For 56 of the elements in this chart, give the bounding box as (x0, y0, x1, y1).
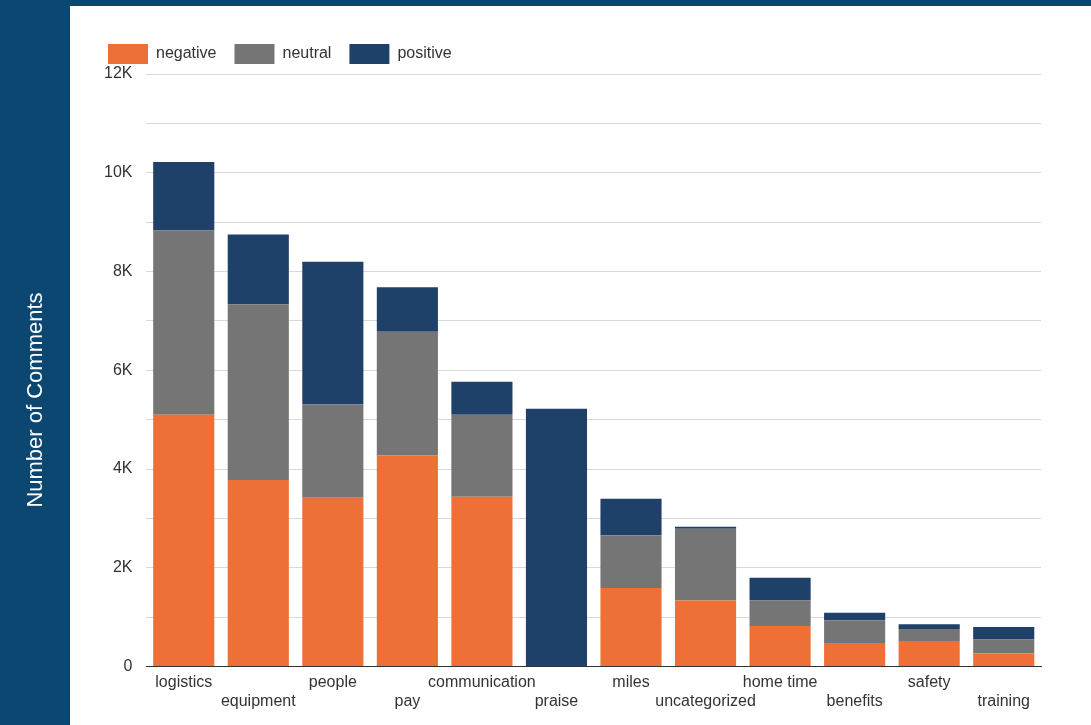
y-tick-label: 4K (112, 459, 133, 477)
bar (898, 629, 960, 641)
bar (674, 528, 737, 601)
x-tick-label: logistics (155, 672, 213, 690)
bar (898, 624, 960, 630)
legend-label: negative (156, 44, 217, 62)
bar (824, 612, 886, 621)
bar (824, 642, 886, 667)
bar (153, 230, 215, 415)
bar (227, 234, 289, 305)
x-tick-label: pay (394, 691, 421, 709)
bar (749, 577, 811, 601)
y-tick-label: 2K (112, 558, 133, 576)
x-tick-label: people (308, 672, 357, 690)
bar (376, 287, 438, 332)
x-tick-label: training (977, 691, 1030, 709)
x-tick-label: home time (742, 672, 818, 690)
bar (973, 627, 1035, 640)
bar (227, 479, 289, 667)
y-tick-label: 0 (123, 657, 133, 675)
bar (227, 304, 289, 480)
x-tick-label: equipment (220, 691, 297, 709)
bar (824, 620, 886, 643)
bar (153, 414, 215, 667)
y-tick-label: 12K (104, 64, 133, 82)
bar (600, 535, 662, 589)
legend-label: neutral (282, 44, 332, 62)
x-tick-label: praise (534, 691, 579, 709)
bar (451, 381, 513, 415)
bar (674, 600, 737, 667)
bar (153, 161, 215, 231)
y-tick-label: 6K (112, 360, 133, 378)
bar (376, 331, 438, 456)
y-tick-label: 8K (112, 261, 133, 279)
legend-label: positive (397, 44, 452, 62)
bar (600, 588, 662, 667)
x-tick-label: benefits (826, 691, 883, 709)
bar (898, 640, 960, 667)
y-axis-title: Number of Comments (22, 292, 48, 508)
bar (302, 404, 364, 498)
y-tick-label: 10K (104, 163, 133, 181)
bar (302, 261, 364, 405)
bar (749, 600, 811, 627)
bar (973, 653, 1035, 667)
x-tick-label: safety (907, 672, 951, 690)
bar (376, 455, 438, 667)
x-tick-label: communication (428, 672, 536, 690)
bar (525, 408, 588, 667)
x-tick-label: uncategorized (655, 691, 756, 709)
bar (973, 639, 1035, 654)
bar (302, 497, 364, 667)
bar (600, 498, 662, 536)
x-tick-label: miles (612, 672, 650, 690)
bar (749, 626, 811, 667)
bar (451, 414, 513, 497)
bar (451, 496, 513, 667)
